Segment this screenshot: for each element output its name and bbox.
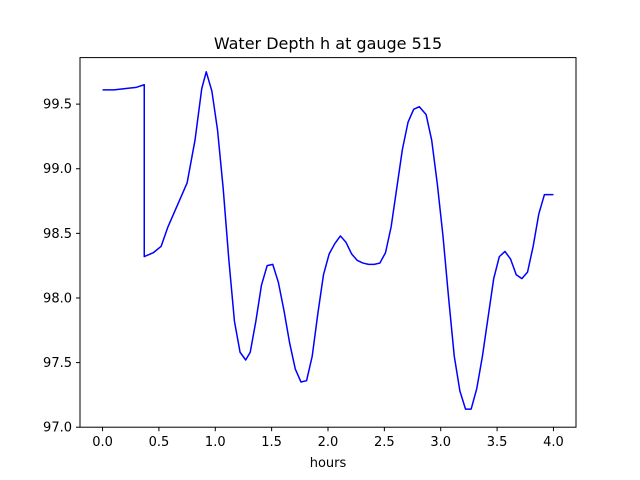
x-tick-label: 0.0: [92, 435, 113, 450]
x-tick-label: 3.5: [487, 435, 508, 450]
series-line-0: [102, 71, 554, 410]
x-tick-label: 2.5: [374, 435, 395, 450]
axes-frame: [79, 57, 577, 428]
x-tick-label: 1.5: [261, 435, 282, 450]
x-tick-label: 3.0: [430, 435, 451, 450]
x-tick-label: 2.0: [318, 435, 339, 450]
y-axis-ticks: 97.0 97.5 98.0 98.5 99.0 99.5: [43, 98, 80, 436]
chart-title: Water Depth h at gauge 515: [214, 34, 442, 53]
y-tick-label: 99.5: [43, 98, 72, 113]
x-tick-label: 1.0: [205, 435, 226, 450]
x-tick-label: 0.5: [149, 435, 170, 450]
y-tick-label: 99.0: [43, 162, 72, 177]
x-axis-ticks: 0.0 0.5 1.0 1.5 2.0 2.5 3.0 3.5 4.0: [92, 427, 564, 450]
plot-area: [102, 71, 554, 410]
x-axis-label: hours: [310, 456, 347, 471]
y-tick-label: 98.5: [43, 227, 72, 242]
y-tick-label: 97.5: [43, 356, 72, 371]
x-tick-label: 4.0: [543, 435, 564, 450]
y-tick-label: 97.0: [43, 421, 72, 436]
y-tick-label: 98.0: [43, 291, 72, 306]
